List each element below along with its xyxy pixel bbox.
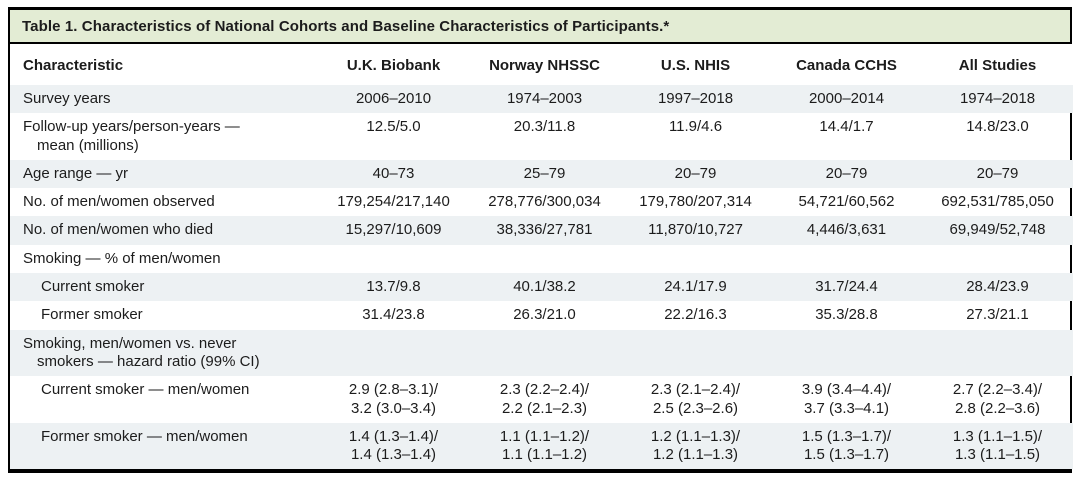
table-title: Table 1. Characteristics of National Coh… (22, 18, 670, 35)
cell-value: 1.2 (1.1–1.3)/ 1.2 (1.1–1.3) (650, 427, 741, 464)
cell-value: 40–73 (372, 164, 415, 182)
cell-value: 14.4/1.7 (819, 118, 874, 136)
table-row: Age range — yr 40–73 25–79 20–79 20–79 2… (10, 159, 1073, 189)
cell-value: 2000–2014 (808, 90, 885, 107)
table-row: Smoking — % of men/women (10, 245, 1073, 273)
cell-value: 1.3 (1.1–1.5)/ 1.3 (1.1–1.5) (952, 427, 1043, 464)
table-body: Survey years 2006–2010 1974–2003 1997–20… (10, 85, 1073, 470)
cell-value: 54,721/60,562 (798, 193, 895, 211)
cell-value: 13.7/9.8 (366, 278, 421, 296)
table-row: Current smoker — men/women 2.9 (2.8–3.1)… (10, 376, 1073, 423)
cell-value: 22.2/16.3 (664, 306, 727, 324)
column-header-characteristic: Characteristic (10, 44, 318, 85)
cell-value: 26.3/21.0 (513, 306, 576, 324)
characteristics-table: Characteristic U.K. Biobank Norway NHSSC… (10, 44, 1073, 470)
table-title-bar: Table 1. Characteristics of National Coh… (10, 10, 1070, 44)
cell-value: 1974–2003 (506, 90, 583, 107)
cell-value: 69,949/52,748 (949, 221, 1046, 239)
row-label: Smoking — % of men/women (23, 249, 221, 267)
cell-value: 278,776/300,034 (488, 193, 601, 211)
row-label: Current smoker — men/women (41, 381, 250, 399)
cell-value: 179,254/217,140 (337, 193, 450, 211)
row-label-continuation: mean (millions) (37, 136, 139, 154)
cell-value: 2.3 (2.2–2.4)/ 2.2 (2.1–2.3) (499, 381, 590, 417)
cell-value (620, 330, 771, 377)
cell-value: 3.9 (3.4–4.4)/ 3.7 (3.3–4.1) (801, 381, 892, 417)
column-header-uk-biobank: U.K. Biobank (318, 44, 469, 85)
cell-value: 4,446/3,631 (806, 221, 887, 239)
cell-value (922, 245, 1073, 273)
cell-value: 12.5/5.0 (366, 118, 421, 136)
cell-value: 20–79 (674, 164, 717, 182)
cell-value: 38,336/27,781 (496, 221, 593, 239)
row-label: No. of men/women who died (23, 221, 214, 239)
cell-value: 20.3/11.8 (513, 118, 576, 136)
cell-value (469, 330, 620, 377)
cell-value: 25–79 (523, 164, 566, 182)
cell-value: 11.9/4.6 (668, 118, 723, 136)
cell-value: 179,780/207,314 (639, 193, 752, 211)
column-header-all-studies: All Studies (922, 44, 1073, 85)
cell-value: 24.1/17.9 (664, 278, 727, 296)
cell-value (771, 330, 922, 377)
cell-value: 1997–2018 (657, 90, 734, 107)
cell-value (318, 330, 469, 377)
row-label: Survey years (23, 90, 111, 107)
cell-value: 2.3 (2.1–2.4)/ 2.5 (2.3–2.6) (650, 381, 741, 417)
cell-value: 35.3/28.8 (815, 306, 878, 324)
cell-value: 15,297/10,609 (345, 221, 442, 239)
cell-value: 20–79 (825, 164, 868, 182)
table-row: Former smoker — men/women 1.4 (1.3–1.4)/… (10, 422, 1073, 470)
table-row: Former smoker 31.4/23.8 26.3/21.0 22.2/1… (10, 301, 1073, 329)
cell-value: 31.7/24.4 (815, 278, 878, 296)
cell-value: 11,870/10,727 (648, 221, 743, 239)
cell-value: 40.1/38.2 (513, 278, 576, 296)
cell-value (620, 245, 771, 273)
cell-value: 2.7 (2.2–3.4)/ 2.8 (2.2–3.6) (952, 381, 1043, 417)
column-header-us-nhis: U.S. NHIS (620, 44, 771, 85)
column-header-norway-nhssc: Norway NHSSC (469, 44, 620, 85)
header-row: Characteristic U.K. Biobank Norway NHSSC… (10, 44, 1073, 85)
cell-value (469, 245, 620, 273)
cell-value (771, 245, 922, 273)
cell-value: 2.9 (2.8–3.1)/ 3.2 (3.0–3.4) (348, 381, 439, 417)
table-row: Smoking, men/women vs. never smokers — h… (10, 329, 1073, 377)
row-label: Follow-up years/person-years — (23, 118, 240, 136)
table-row: No. of men/women observed 179,254/217,14… (10, 188, 1073, 216)
cell-value: 28.4/23.9 (966, 278, 1029, 296)
table-row: Follow-up years/person-years — mean (mil… (10, 113, 1073, 160)
cell-value: 1.4 (1.3–1.4)/ 1.4 (1.3–1.4) (348, 427, 439, 464)
row-label-continuation: smokers — hazard ratio (99% CI) (37, 352, 260, 370)
table-container: Table 1. Characteristics of National Coh… (8, 7, 1073, 474)
cell-value (922, 330, 1073, 377)
row-label: Former smoker (41, 306, 143, 324)
row-label: No. of men/women observed (23, 193, 215, 211)
row-label: Smoking, men/women vs. never (23, 334, 237, 352)
cell-value: 692,531/785,050 (941, 193, 1054, 211)
table-row: Current smoker 13.7/9.8 40.1/38.2 24.1/1… (10, 273, 1073, 302)
table-row: Survey years 2006–2010 1974–2003 1997–20… (10, 85, 1073, 114)
cell-value: 14.8/23.0 (966, 118, 1029, 136)
row-label: Age range — yr (23, 164, 129, 182)
column-header-canada-cchs: Canada CCHS (771, 44, 922, 85)
cell-value: 27.3/21.1 (966, 306, 1029, 324)
cell-value: 1.5 (1.3–1.7)/ 1.5 (1.3–1.7) (801, 427, 892, 464)
cell-value: 31.4/23.8 (362, 306, 425, 324)
cell-value: 2006–2010 (355, 90, 432, 107)
table-row: No. of men/women who died 15,297/10,609 … (10, 216, 1073, 245)
row-label: Current smoker (41, 278, 145, 296)
cell-value: 1.1 (1.1–1.2)/ 1.1 (1.1–1.2) (499, 427, 590, 464)
row-label: Former smoker — men/women (41, 427, 248, 445)
cell-value: 1974–2018 (959, 90, 1036, 107)
cell-value (318, 245, 469, 273)
cell-value: 20–79 (976, 164, 1019, 182)
